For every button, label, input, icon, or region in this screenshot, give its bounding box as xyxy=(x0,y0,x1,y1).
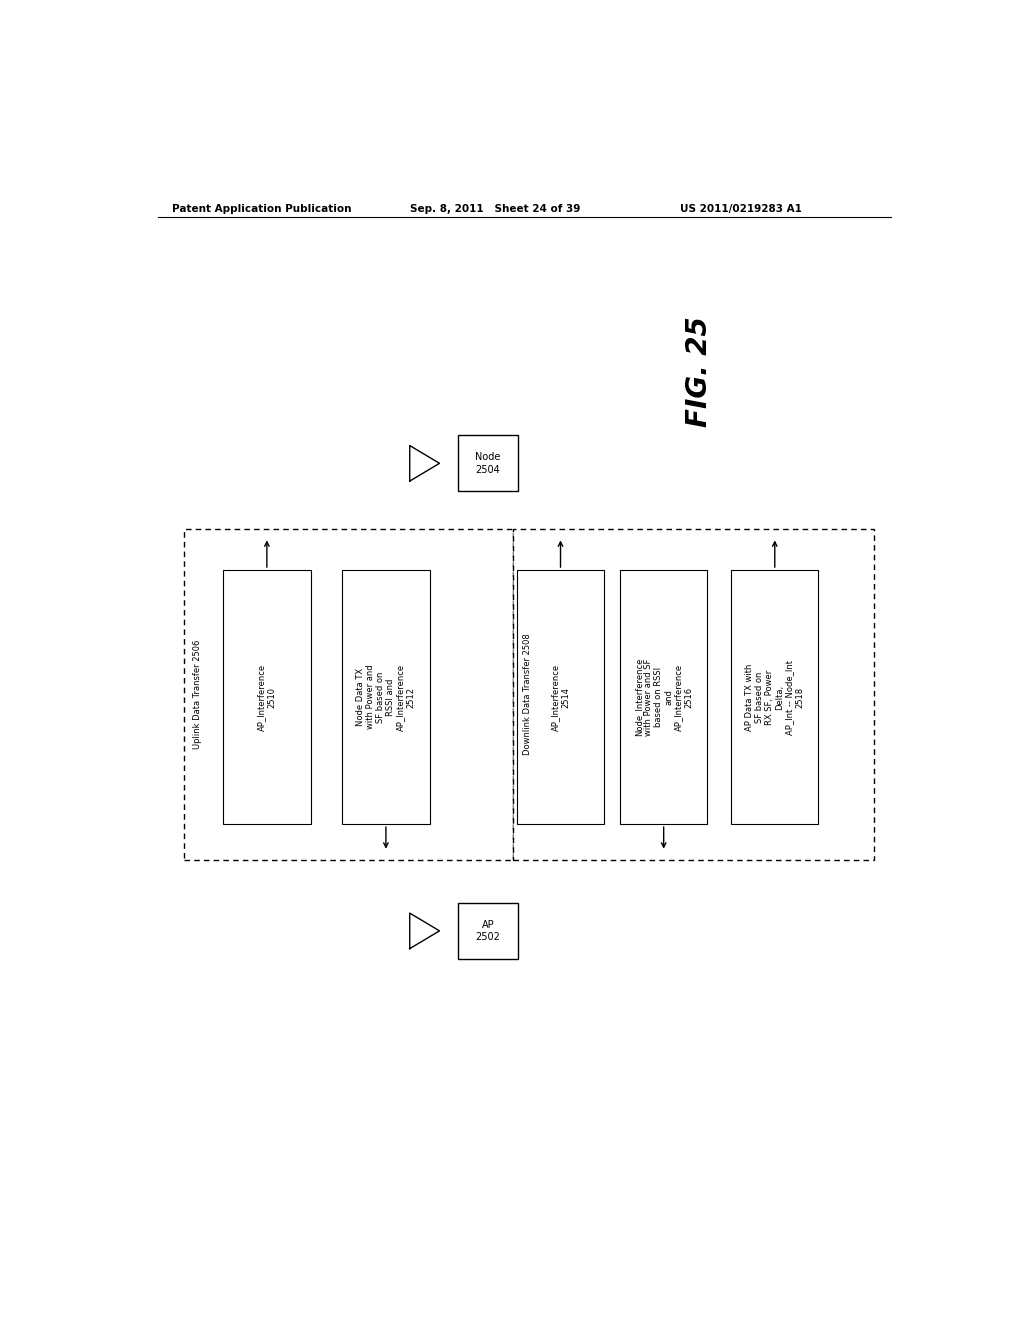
Text: AP_Interference
2510: AP_Interference 2510 xyxy=(257,664,276,731)
Bar xyxy=(513,529,873,859)
Bar xyxy=(459,436,518,491)
Bar xyxy=(183,529,513,859)
Text: AP_Interference
2514: AP_Interference 2514 xyxy=(551,664,570,731)
Text: Node
2504: Node 2504 xyxy=(475,453,501,474)
Text: FIG. 25: FIG. 25 xyxy=(685,317,714,428)
Text: AP
2502: AP 2502 xyxy=(476,920,501,942)
Bar xyxy=(731,570,818,824)
Text: AP Data TX with
SF based on
RX SF, Power
Delta,
AP_Int -- Node_Int
2518: AP Data TX with SF based on RX SF, Power… xyxy=(745,660,805,735)
Text: Node Data TX
with Power and
SF based on
RSSI and
AP_Interference
2512: Node Data TX with Power and SF based on … xyxy=(356,664,416,731)
Text: US 2011/0219283 A1: US 2011/0219283 A1 xyxy=(680,205,802,214)
Bar xyxy=(517,570,604,824)
Text: Node_Interference
with Power and SF
based on RSSI
and
AP_Interference
2516: Node_Interference with Power and SF base… xyxy=(634,657,693,737)
Bar xyxy=(459,903,518,958)
Bar xyxy=(223,570,310,824)
Text: Uplink Data Transfer 2506: Uplink Data Transfer 2506 xyxy=(194,640,203,750)
Bar xyxy=(621,570,708,824)
Text: Sep. 8, 2011   Sheet 24 of 39: Sep. 8, 2011 Sheet 24 of 39 xyxy=(410,205,581,214)
Bar xyxy=(342,570,430,824)
Text: Downlink Data Transfer 2508: Downlink Data Transfer 2508 xyxy=(522,634,531,755)
Text: Patent Application Publication: Patent Application Publication xyxy=(172,205,351,214)
